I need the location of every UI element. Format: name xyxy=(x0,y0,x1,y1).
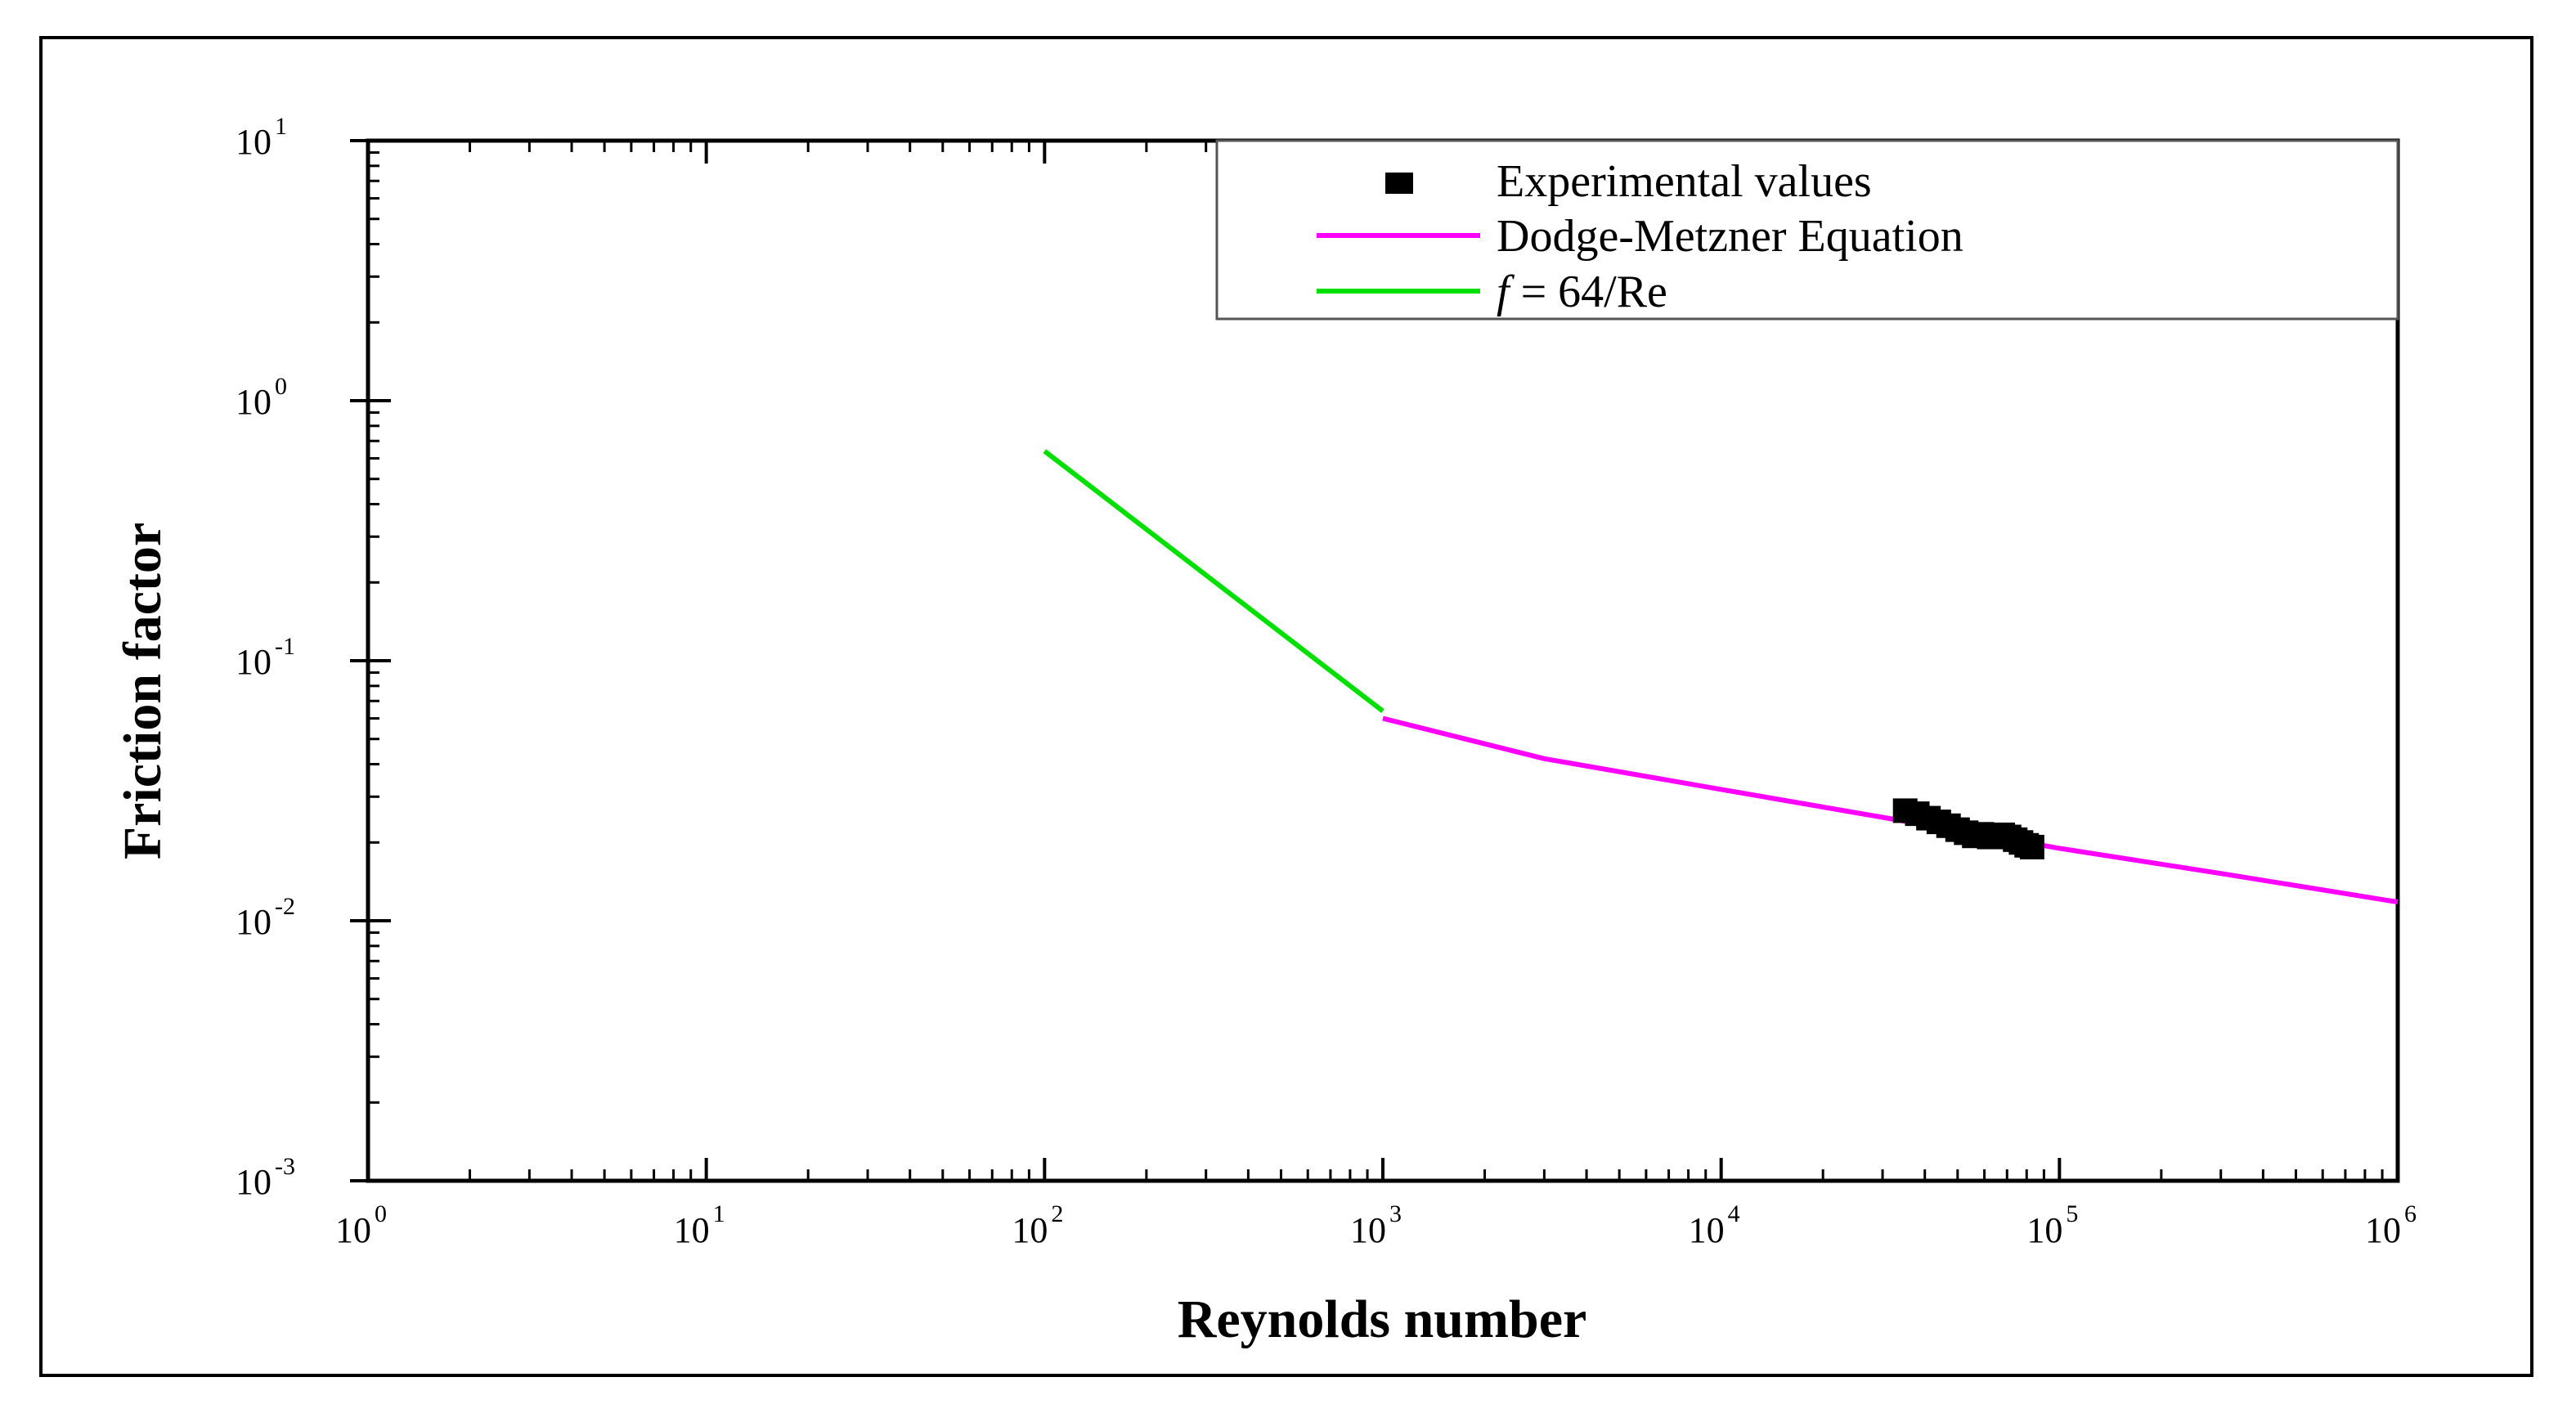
x-tick-label: 10 xyxy=(2365,1210,2401,1250)
chart-frame xyxy=(39,36,2533,1377)
x-tick-label: 10 xyxy=(1689,1210,1725,1250)
x-tick-label: 10 xyxy=(335,1210,371,1250)
legend-label-experimental: Experimental values xyxy=(1497,156,1872,207)
y-tick-label-exponent: 1 xyxy=(275,113,287,140)
series-layer xyxy=(1043,449,2399,905)
x-axis-title: Reynolds number xyxy=(1178,1290,1587,1349)
y-tick-label: 10 xyxy=(236,642,272,682)
x-tick-label: 10 xyxy=(674,1210,710,1250)
y-axis-title: Friction factor xyxy=(113,523,173,859)
x-tick-label-exponent: 0 xyxy=(375,1200,387,1227)
x-tick-label-exponent: 2 xyxy=(1051,1200,1063,1227)
x-tick-label: 10 xyxy=(1012,1210,1048,1250)
x-tick-labels: 10 0 10 1 10 2 10 3 10 4 10 5 10 6 xyxy=(335,1200,2417,1250)
x-tick-label: 10 xyxy=(1350,1210,1386,1250)
y-tick-label: 10 xyxy=(236,122,272,162)
y-tick-label-exponent: -2 xyxy=(275,893,295,920)
x-tick-label-exponent: 1 xyxy=(713,1200,725,1227)
series-line-0 xyxy=(1382,715,2399,905)
y-tick-label-exponent: -3 xyxy=(275,1153,295,1180)
experimental-point xyxy=(2019,834,2044,859)
x-tick-label-exponent: 6 xyxy=(2404,1200,2417,1227)
y-tick-label-exponent: -1 xyxy=(275,633,295,660)
legend-label-dodge-metzner: Dodge-Metzner Equation xyxy=(1497,211,1963,262)
legend-label-64-re-rest: = 64/Re xyxy=(1510,267,1667,317)
x-tick-label-exponent: 4 xyxy=(1728,1200,1740,1227)
x-tick-label-exponent: 3 xyxy=(1389,1200,1402,1227)
legend: Experimental values Dodge-Metzner Equati… xyxy=(1215,139,2399,321)
minor-ticks xyxy=(368,141,2384,1181)
y-tick-label: 10 xyxy=(236,902,272,942)
y-tick-label: 10 xyxy=(236,1162,272,1202)
y-tick-label: 10 xyxy=(236,382,272,422)
series-line-1 xyxy=(1043,449,1384,713)
legend-marker-experimental xyxy=(1385,173,1413,194)
y-tick-label-exponent: 0 xyxy=(275,373,287,400)
x-tick-label: 10 xyxy=(2026,1210,2062,1250)
x-tick-label-exponent: 5 xyxy=(2066,1200,2078,1227)
legend-label-64-re: f = 64/Re xyxy=(1497,267,1667,317)
